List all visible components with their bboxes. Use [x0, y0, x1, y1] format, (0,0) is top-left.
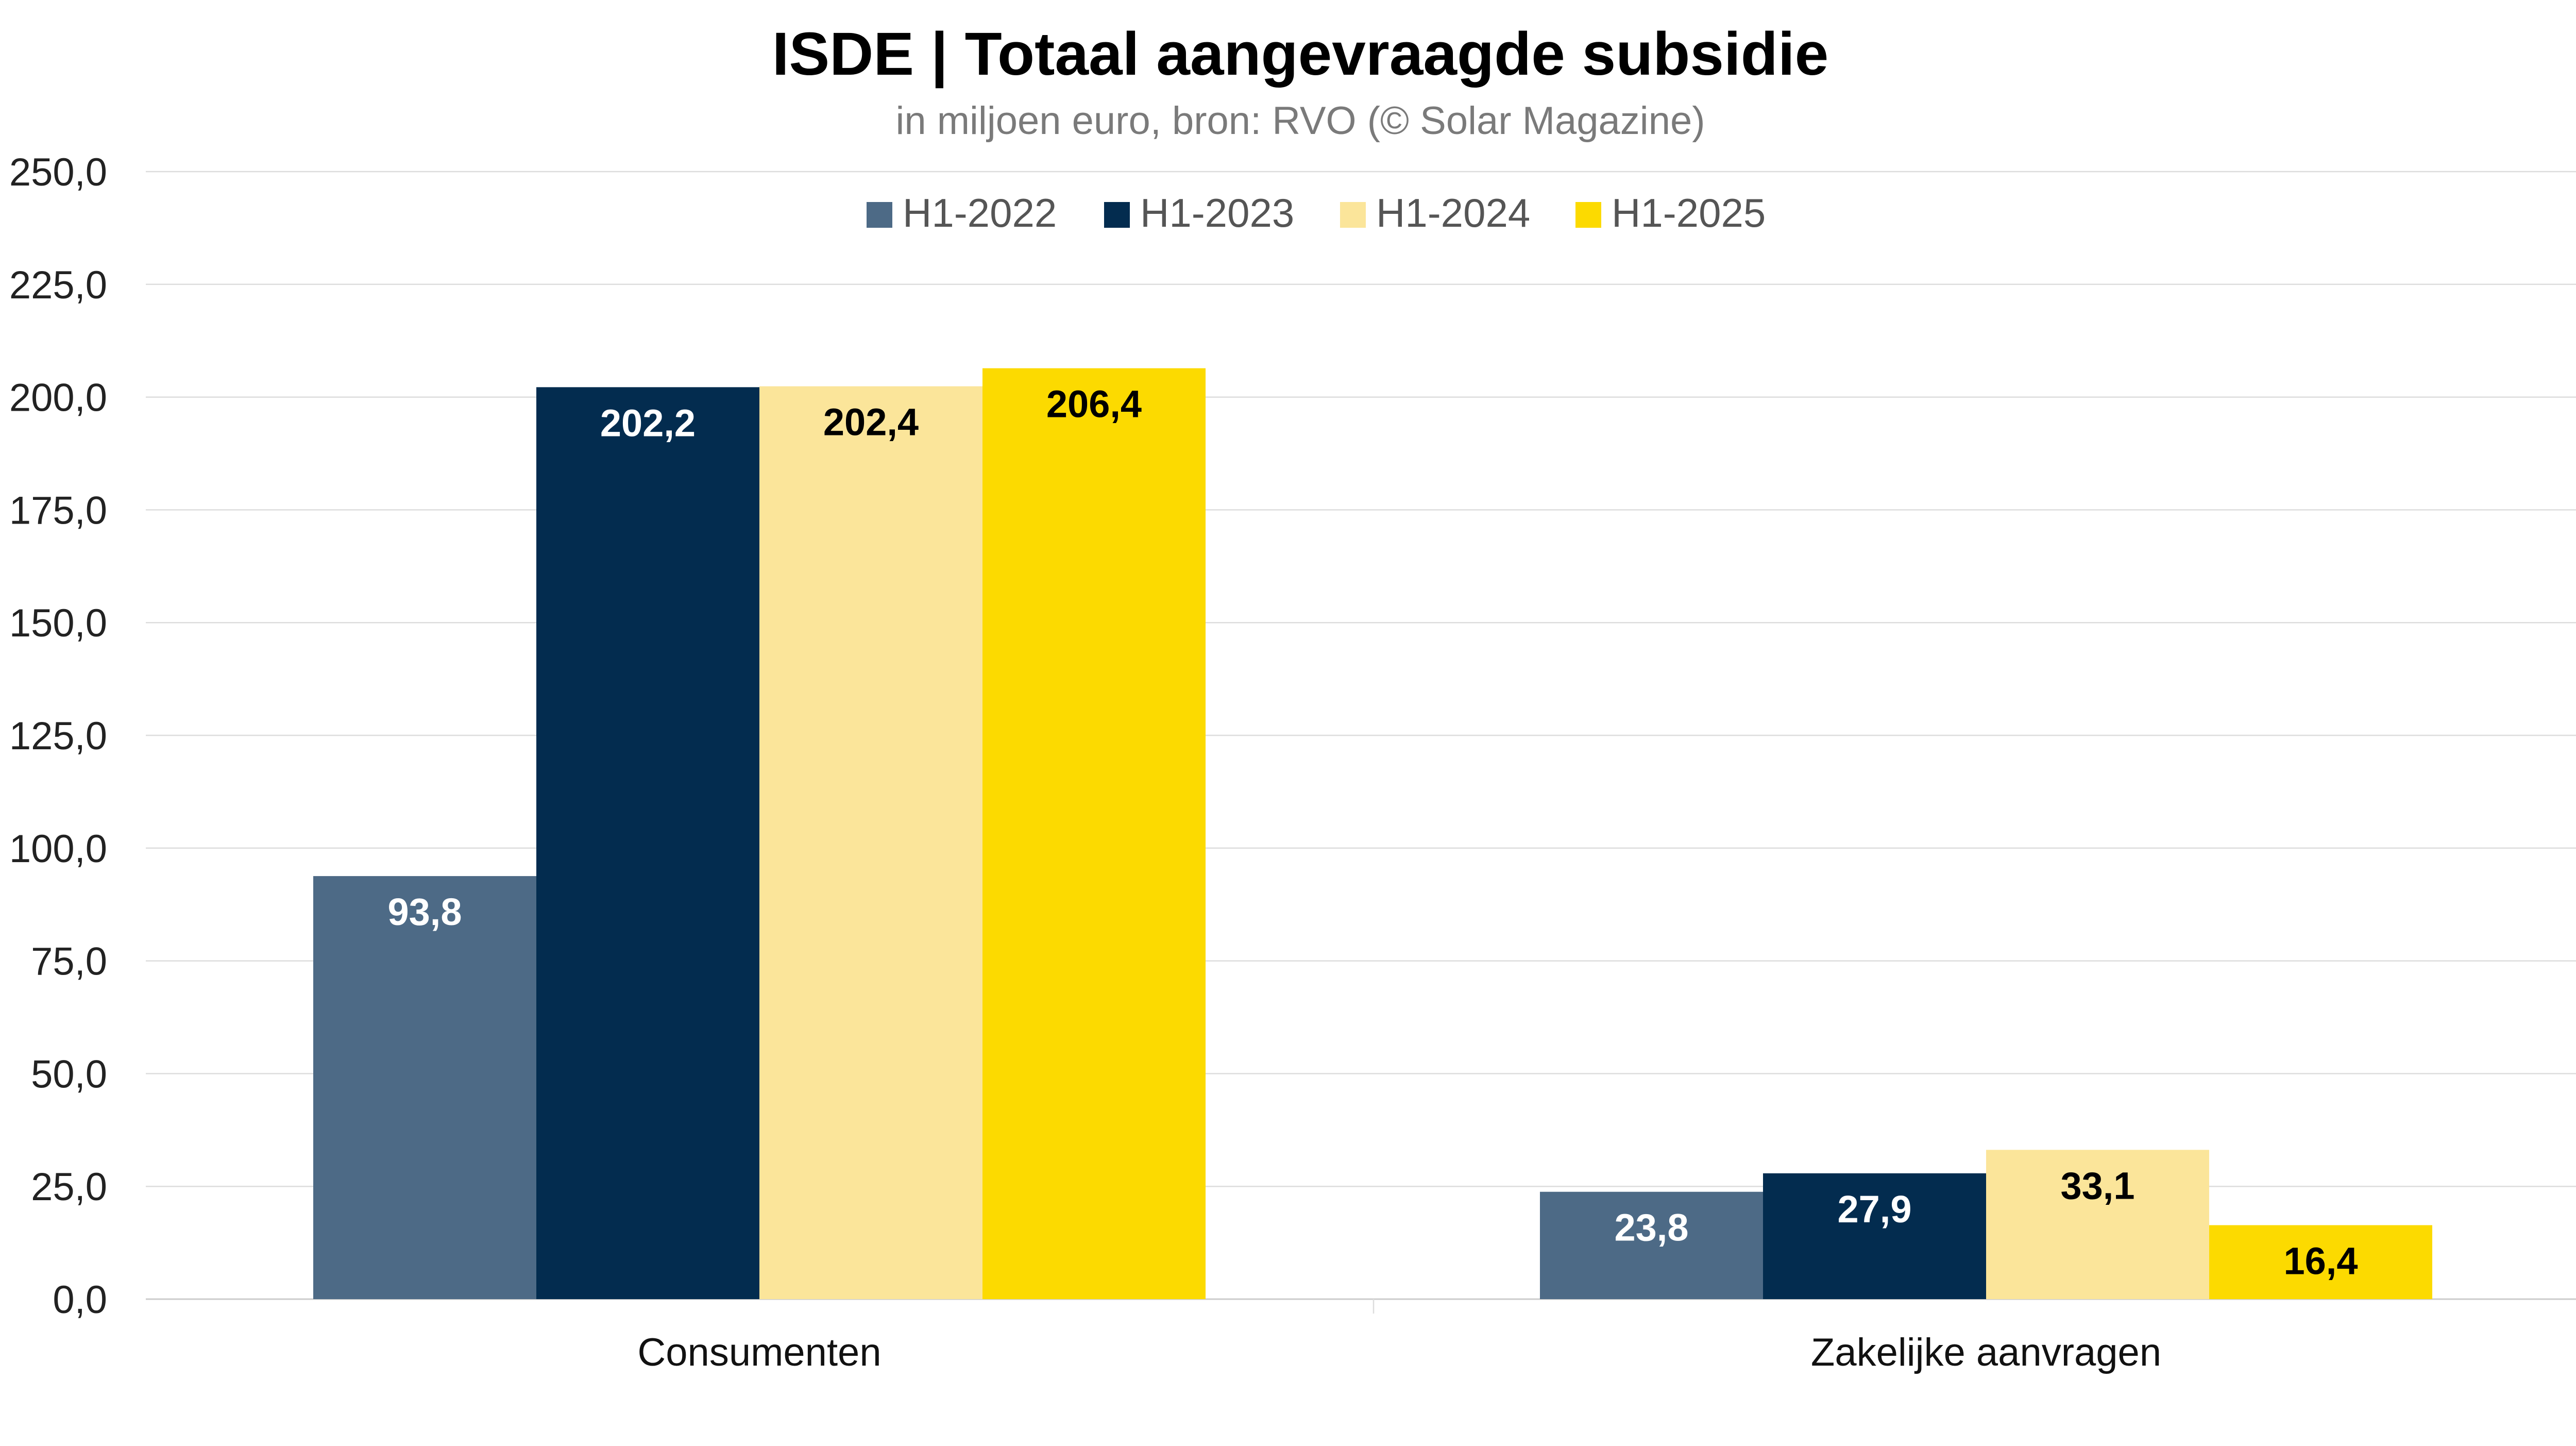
bar-h1-2025-consumenten — [982, 368, 1206, 1300]
category-label: Consumenten — [637, 1331, 881, 1374]
bar-value-label: 206,4 — [1046, 383, 1142, 426]
legend-label: H1-2024 — [1376, 190, 1530, 236]
bar-value-label: 202,2 — [600, 401, 696, 444]
y-axis-tick-labels: 0,0 25,0 50,0 75,0 100,0 125,0 150,0 175,0 200,0… — [9, 150, 107, 1322]
y-tick-label: 225,0 — [9, 263, 107, 307]
y-tick-label: 0,0 — [53, 1278, 107, 1322]
bar-h1-2022-zakelijk — [1540, 1191, 1763, 1299]
legend-label: H1-2022 — [903, 190, 1057, 236]
legend-swatch — [1575, 202, 1601, 228]
category-label: Zakelijke aanvragen — [1811, 1331, 2161, 1374]
bar-value-label: 202,4 — [823, 401, 919, 444]
y-tick-label: 50,0 — [31, 1052, 107, 1096]
legend: H1-2022 H1-2023 H1-2024 H1-2025 — [867, 190, 1766, 236]
legend-swatch — [1340, 202, 1366, 228]
y-tick-label: 150,0 — [9, 601, 107, 645]
chart-subtitle: in miljoen euro, bron: RVO (© Solar Maga… — [895, 99, 1705, 143]
legend-label: H1-2023 — [1140, 190, 1294, 236]
legend-swatch — [1104, 202, 1130, 228]
bar-h1-2022-consumenten — [313, 876, 536, 1299]
bar-value-label: 16,4 — [2283, 1239, 2358, 1282]
bar-h1-2025-zakelijk — [2209, 1225, 2432, 1299]
y-tick-label: 200,0 — [9, 376, 107, 420]
y-tick-label: 75,0 — [31, 940, 107, 984]
bar-h1-2024-consumenten — [759, 386, 982, 1299]
y-tick-label: 125,0 — [9, 714, 107, 758]
bars — [313, 368, 2432, 1300]
y-tick-label: 175,0 — [9, 489, 107, 532]
y-tick-label: 25,0 — [31, 1165, 107, 1209]
legend-label: H1-2025 — [1612, 190, 1766, 236]
bar-value-label: 33,1 — [2060, 1164, 2134, 1207]
bar-value-label: 23,8 — [1614, 1206, 1688, 1249]
bar-value-label: 27,9 — [1837, 1188, 1911, 1231]
y-tick-label: 100,0 — [9, 827, 107, 871]
bar-value-labels: 93,8 202,2 202,4 206,4 23,8 27,9 33,1 16,4 — [387, 383, 2358, 1283]
bar-h1-2023-consumenten — [536, 387, 759, 1299]
bar-h1-2024-zakelijk — [1986, 1150, 2209, 1299]
y-tick-label: 250,0 — [9, 150, 107, 194]
x-axis-category-labels: Consumenten Zakelijke aanvragen — [637, 1331, 2161, 1374]
bar-value-label: 93,8 — [387, 890, 462, 933]
chart-title: ISDE | Totaal aangevraagde subsidie — [772, 20, 1829, 89]
legend-swatch — [867, 202, 892, 228]
bar-h1-2023-zakelijk — [1763, 1173, 1986, 1299]
